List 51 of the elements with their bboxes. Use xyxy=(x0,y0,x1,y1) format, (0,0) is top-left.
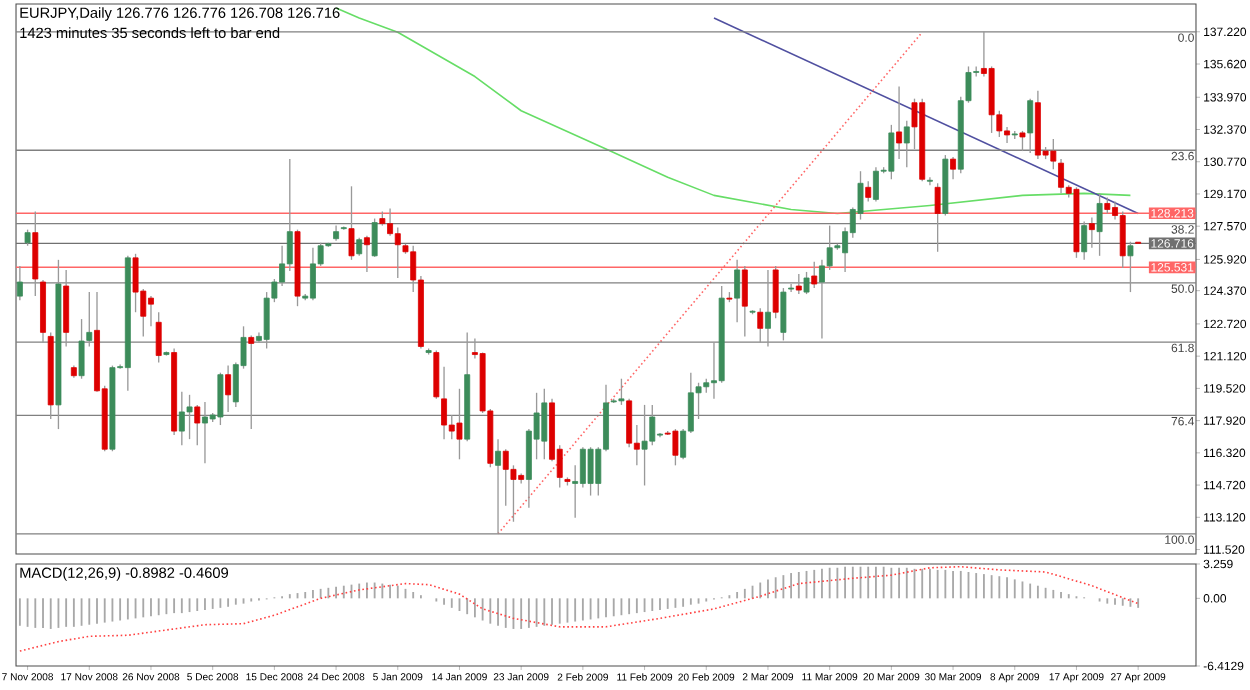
candlestick xyxy=(495,438,501,535)
candlestick xyxy=(872,166,879,203)
candlestick xyxy=(194,404,201,446)
candlestick xyxy=(78,318,85,380)
line-series xyxy=(19,565,1139,652)
candlestick xyxy=(248,334,255,430)
candlestick xyxy=(896,85,903,160)
candlestick xyxy=(1096,192,1103,257)
candlestick xyxy=(641,404,648,487)
candlestick xyxy=(803,271,810,295)
candlestick xyxy=(1058,158,1064,195)
candlestick xyxy=(356,237,363,257)
candlestick xyxy=(348,185,355,261)
candlestick xyxy=(363,235,370,273)
candlestick xyxy=(217,372,224,426)
candlestick xyxy=(1088,216,1095,249)
candlestick xyxy=(186,394,193,440)
candlestick xyxy=(795,273,802,295)
candlestick xyxy=(456,388,463,460)
candlestick xyxy=(132,253,139,313)
candlestick xyxy=(741,265,748,338)
candlestick xyxy=(1019,130,1026,152)
candlestick xyxy=(1127,241,1134,293)
candlestick xyxy=(1119,210,1126,269)
candlestick xyxy=(1027,98,1034,154)
candlestick xyxy=(626,398,633,448)
candlestick xyxy=(387,207,394,237)
candlestick xyxy=(579,446,586,489)
candlestick xyxy=(202,401,208,464)
candlestick xyxy=(541,388,548,460)
candlestick xyxy=(394,226,401,279)
candlestick xyxy=(903,120,910,168)
candlestick xyxy=(178,391,185,446)
candlestick xyxy=(502,448,509,507)
candlestick xyxy=(757,307,764,344)
candlestick xyxy=(16,265,23,301)
candlestick xyxy=(950,156,956,180)
candlestick xyxy=(310,247,316,301)
candlestick xyxy=(1081,220,1088,261)
candlestick xyxy=(734,259,741,323)
candlestick xyxy=(934,182,941,253)
candlestick xyxy=(780,287,787,342)
candlestick xyxy=(865,180,872,203)
candlestick xyxy=(765,269,771,348)
candlestick xyxy=(32,210,39,297)
candlestick xyxy=(587,446,594,497)
candlestick xyxy=(649,404,656,446)
candlestick xyxy=(811,261,818,289)
candlestick xyxy=(63,269,70,348)
candlestick xyxy=(225,364,232,413)
candlestick xyxy=(672,428,679,467)
